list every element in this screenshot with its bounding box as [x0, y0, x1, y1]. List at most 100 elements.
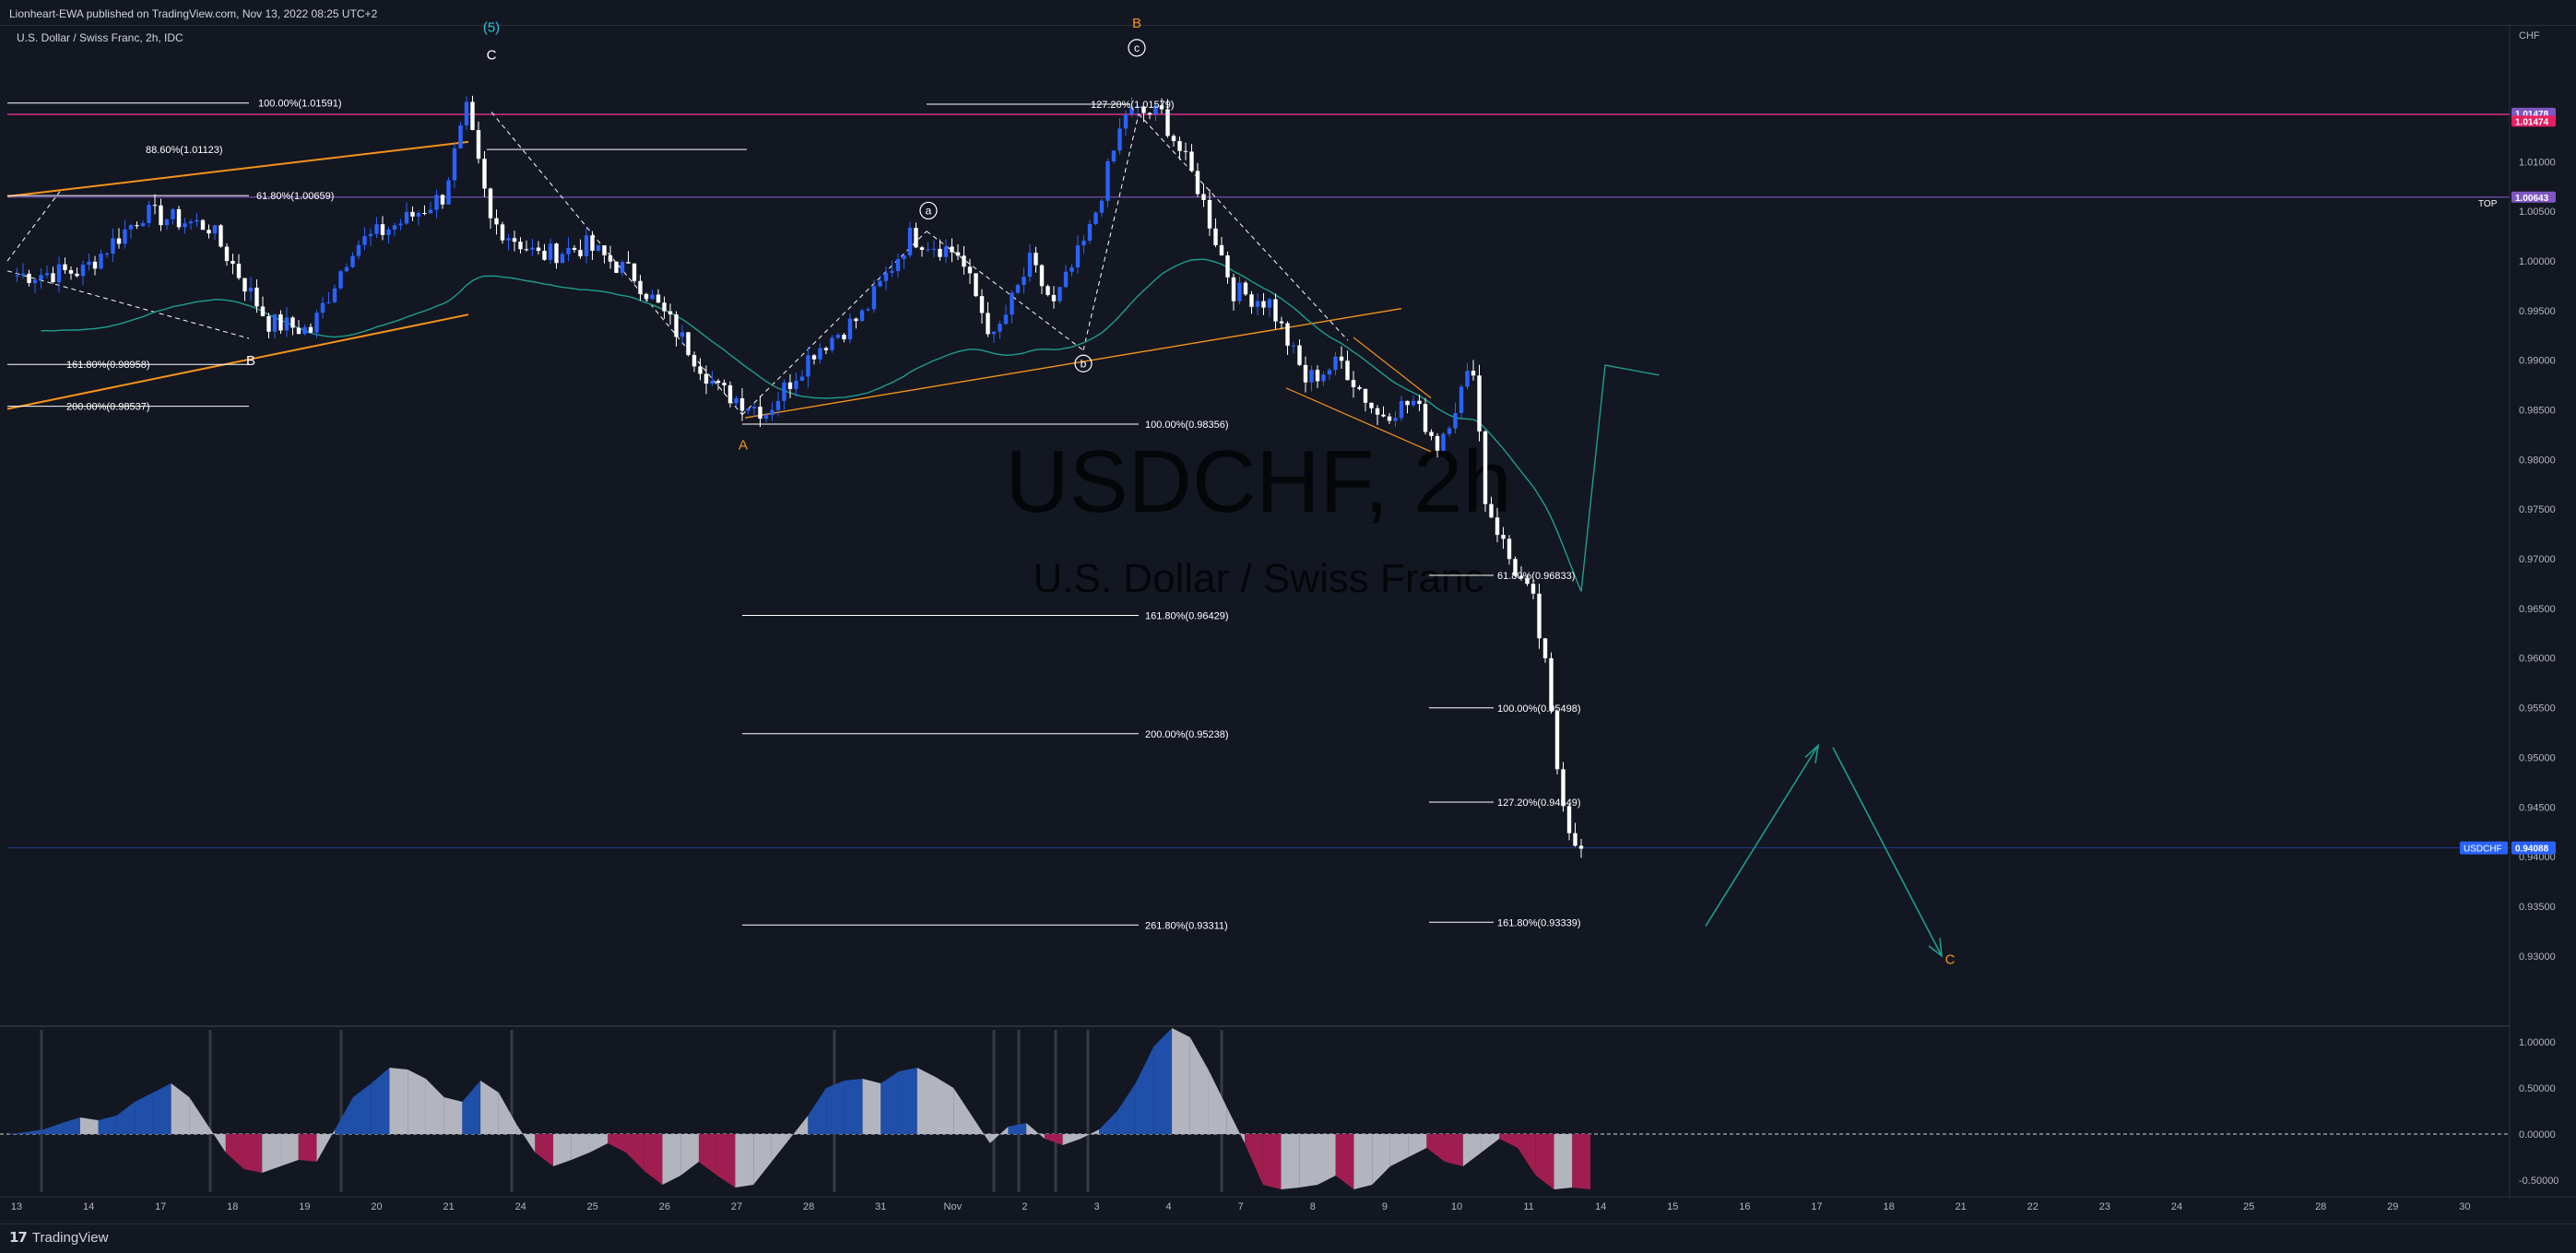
- candle-body: [902, 254, 906, 259]
- tradingview-logo[interactable]: 𝟭𝟳 TradingView: [9, 1229, 108, 1247]
- candle-body: [1530, 584, 1536, 594]
- candle-body: [979, 296, 985, 313]
- fib-level-label: 100.00%(1.01591): [258, 99, 342, 110]
- candle-body: [1087, 223, 1093, 241]
- candle-body: [715, 380, 721, 384]
- candle-body: [1441, 433, 1446, 451]
- candle-body: [620, 262, 625, 273]
- candle-body: [1489, 503, 1494, 518]
- candle-body: [296, 327, 301, 335]
- candle-body: [883, 272, 889, 281]
- candle-body: [1507, 538, 1512, 560]
- oscillator-bar: [608, 1134, 627, 1153]
- candle-body: [188, 221, 194, 224]
- oscillator-bar: [189, 1097, 208, 1134]
- candle-body: [1471, 371, 1476, 376]
- oscillator-bar: [698, 1134, 717, 1176]
- wave-label: a: [926, 204, 932, 217]
- candle-body: [350, 255, 355, 267]
- candle-body: [512, 238, 517, 242]
- candle-body: [866, 309, 870, 311]
- candle-body: [1447, 428, 1452, 434]
- candle-body: [1273, 299, 1278, 322]
- candle-body: [1195, 171, 1200, 195]
- candle-body: [878, 280, 882, 287]
- chart-canvas[interactable]: USDCHF, 2h U.S. Dollar / Swiss Franc TOP…: [0, 0, 2576, 1223]
- symbol-info[interactable]: U.S. Dollar / Swiss Franc, 2h, IDC: [17, 31, 183, 44]
- candle-body: [1453, 413, 1458, 429]
- oscillator-tick-label: 1.00000: [2519, 1037, 2556, 1048]
- candle-body: [931, 248, 937, 250]
- candle-body: [356, 244, 361, 256]
- price-tick-label: 0.94500: [2519, 802, 2556, 813]
- candle-body: [398, 223, 403, 226]
- candle-body: [302, 326, 307, 335]
- candle-body: [650, 294, 655, 300]
- time-tick-label: 26: [659, 1201, 670, 1212]
- price-tag: [2511, 115, 2556, 127]
- oscillator-bar: [826, 1081, 845, 1134]
- oscillator-bar: [880, 1071, 900, 1134]
- candle-body: [1399, 400, 1404, 419]
- wedge-upper-line: [1353, 337, 1432, 399]
- candle-body: [1063, 271, 1069, 288]
- oscillator-bar: [1389, 1134, 1409, 1166]
- candle-body: [1261, 301, 1266, 308]
- oscillator-bar: [553, 1134, 572, 1166]
- candle-body: [1411, 400, 1416, 406]
- oscillator-bar: [1481, 1134, 1500, 1153]
- candle-body: [830, 337, 834, 350]
- candle-body: [207, 230, 211, 234]
- candle-body: [859, 310, 865, 322]
- candle-body: [1165, 109, 1170, 136]
- candle-body: [1351, 380, 1356, 387]
- wave-label: A: [739, 438, 748, 454]
- candles: [15, 95, 1584, 858]
- price-tag-label: 1.01478: [2515, 110, 2549, 120]
- candle-body: [39, 275, 43, 280]
- oscillator-bar: [1445, 1134, 1463, 1166]
- price-tick-label: 0.97500: [2519, 504, 2556, 515]
- candle-body: [775, 400, 781, 410]
- oscillator-bar: [1153, 1028, 1173, 1134]
- arrow-head-icon: [1928, 938, 1943, 958]
- oscillator-bar: [1044, 1134, 1063, 1145]
- candle-body: [560, 254, 565, 264]
- candle-body: [128, 225, 134, 230]
- time-tick-label: 21: [1956, 1201, 1967, 1212]
- oscillator-bar: [1372, 1134, 1390, 1185]
- time-tick-label: 18: [227, 1201, 238, 1212]
- candle-body: [584, 235, 589, 256]
- candle-body: [998, 324, 1002, 332]
- oscillator-bar: [1026, 1123, 1045, 1139]
- oscillator-bar: [207, 1125, 226, 1153]
- candle-body: [1213, 228, 1218, 245]
- candle-body: [494, 218, 499, 225]
- candle-body: [770, 409, 774, 416]
- candle-body: [80, 265, 86, 277]
- oscillator-bar: [480, 1081, 499, 1134]
- price-tick-label: 1.00500: [2519, 207, 2556, 218]
- candle-body: [152, 205, 158, 207]
- candle-body: [835, 335, 841, 338]
- candle-body: [147, 205, 151, 224]
- oscillator-bar: [1208, 1070, 1227, 1134]
- candle-body: [823, 348, 829, 350]
- candle-body: [254, 288, 259, 307]
- price-tick-label: 1.01000: [2519, 157, 2556, 168]
- fib-level-label: 61.80%(0.96833): [1497, 571, 1575, 582]
- candle-body: [404, 211, 409, 224]
- candle-body: [332, 288, 337, 302]
- candle-body: [1171, 136, 1176, 141]
- candle-body: [1525, 578, 1530, 585]
- candle-body: [1303, 364, 1308, 383]
- top-bar: [0, 0, 2576, 26]
- candle-body: [1357, 386, 1362, 389]
- candle-body: [572, 247, 577, 250]
- candle-body: [1554, 711, 1560, 770]
- time-tick-label: 14: [83, 1201, 94, 1212]
- oscillator-bar: [680, 1134, 699, 1176]
- price-tick-label: 0.94000: [2519, 852, 2556, 863]
- candle-body: [614, 261, 619, 273]
- candle-body: [506, 238, 511, 241]
